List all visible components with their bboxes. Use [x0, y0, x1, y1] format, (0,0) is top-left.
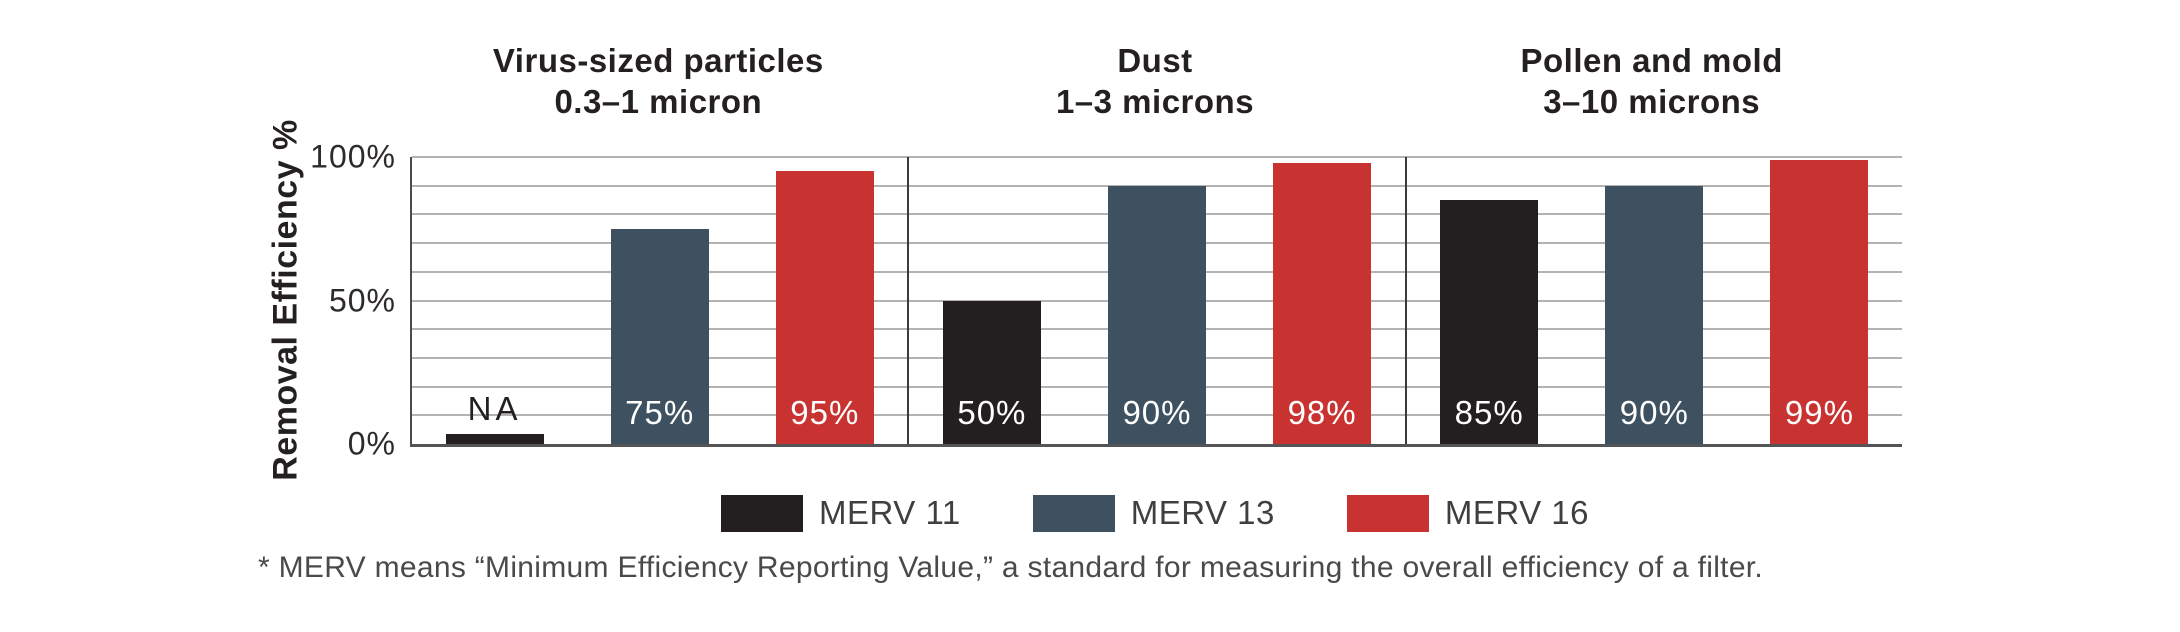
bar-value-label: 85% — [1454, 394, 1524, 431]
bar-merv-11: NA — [445, 390, 544, 444]
bar-merv-13: 90% — [1605, 185, 1704, 444]
panel-title-dust: Dust 1–3 microns — [907, 40, 1404, 122]
gridline-100 — [412, 156, 1902, 158]
bar-value-label: 50% — [957, 394, 1027, 431]
bar-value-label: 99% — [1784, 394, 1854, 431]
legend-swatch-merv-16 — [1346, 494, 1429, 532]
bar-merv-11: 50% — [942, 300, 1041, 444]
panel-title-line: Dust — [1117, 42, 1193, 79]
panel-titles-row: Virus-sized particles 0.3–1 micron Dust 1–3… — [410, 40, 1900, 122]
panel-title-pollen-and-mold: Pollen and mold 3–10 microns — [1403, 40, 1900, 122]
legend: MERV 11 MERV 13 MERV 16 — [410, 494, 1900, 532]
bar-value-label: 98% — [1287, 394, 1357, 431]
bar-merv-16: 99% — [1770, 159, 1869, 444]
bar-merv-11: 85% — [1440, 200, 1539, 444]
bar-value-label: 75% — [625, 394, 695, 431]
panel-title-virus-sized-particles: Virus-sized particles 0.3–1 micron — [410, 40, 907, 122]
panel-title-line: 1–3 microns — [1055, 83, 1255, 120]
bar-value-label: 90% — [1619, 394, 1689, 431]
bar-panels: NA 75% 95% 50% 90% 98% 85% 90% 99% — [412, 157, 1902, 444]
bar-value-label: 90% — [1122, 394, 1192, 431]
bar-value-label: NA — [467, 389, 522, 427]
bar-merv-16: 98% — [1273, 162, 1372, 444]
y-tick-label-0: 0% — [347, 425, 396, 462]
panel-title-line: 3–10 microns — [1543, 83, 1761, 120]
y-tick-label-100: 100% — [310, 138, 396, 175]
bar-merv-13: 90% — [1107, 185, 1206, 444]
legend-label: MERV 16 — [1444, 494, 1589, 531]
legend-item-merv-16: MERV 16 — [1346, 494, 1589, 532]
bar-merv-13: 75% — [610, 228, 709, 444]
legend-label: MERV 13 — [1130, 494, 1275, 531]
legend-swatch-merv-11 — [721, 494, 804, 532]
panel-pollen-and-mold: 85% 90% 99% — [1404, 157, 1902, 444]
y-tick-label-50: 50% — [328, 282, 396, 318]
legend-label: MERV 11 — [819, 494, 961, 531]
footnote: * MERV means “Minimum Efficiency Reporti… — [258, 551, 1764, 584]
bar-merv-16: 95% — [775, 171, 874, 444]
panel-virus-sized-particles: NA 75% 95% — [412, 157, 907, 444]
panel-dust: 50% 90% 98% — [907, 157, 1404, 444]
plot-area: NA 75% 95% 50% 90% 98% 85% 90% 99% — [410, 156, 1902, 447]
panel-title-line: Virus-sized particles — [492, 42, 824, 79]
legend-item-merv-13: MERV 13 — [1032, 494, 1275, 532]
legend-item-merv-11: MERV 11 — [721, 494, 961, 532]
legend-swatch-merv-13 — [1032, 494, 1115, 532]
panel-title-line: 0.3–1 micron — [554, 83, 763, 120]
bar-value-label: 95% — [790, 394, 860, 431]
panel-title-line: Pollen and mold — [1520, 42, 1783, 79]
y-axis-ticks: 0% 50% 100% — [0, 139, 396, 462]
